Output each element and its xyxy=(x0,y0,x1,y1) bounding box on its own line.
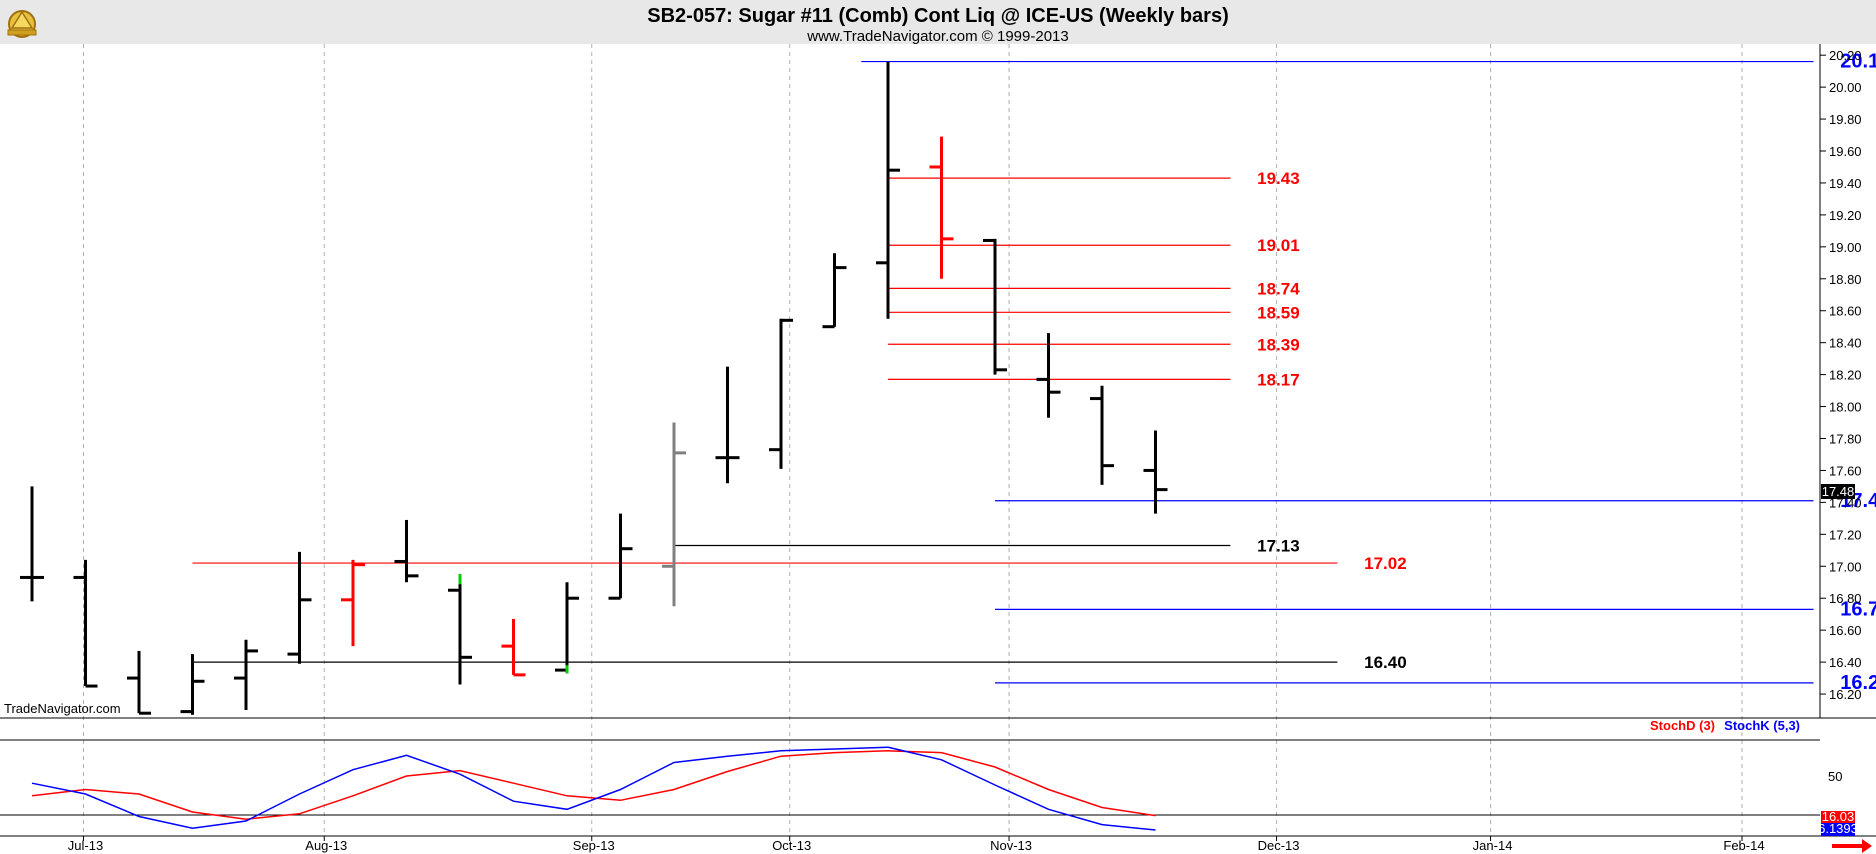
ohlc-bar-20 xyxy=(1090,385,1114,485)
last-price-box xyxy=(1821,484,1855,499)
ohlc-bar-12 xyxy=(662,422,686,607)
y-tick-label-19: 16.40 xyxy=(1829,655,1862,670)
ohlc-bar-3 xyxy=(180,654,205,715)
stoch-k-legend: StochK (5,3) xyxy=(1724,718,1800,733)
ohlc-bar-0 xyxy=(20,486,44,602)
level-label-12: 16.27 xyxy=(1840,672,1876,694)
ohlc-bar-15 xyxy=(822,253,847,329)
level-label-1: 19.43 xyxy=(1257,169,1300,188)
ohlc-bar-8 xyxy=(448,574,472,685)
level-label-2: 19.01 xyxy=(1257,236,1300,255)
ohlc-bar-9 xyxy=(501,618,526,677)
ohlc-bar-1 xyxy=(73,559,98,688)
x-tick-label-7: Feb-14 xyxy=(1723,838,1764,853)
stoch-d-legend: StochD (3) xyxy=(1650,718,1715,733)
chart-subtitle: www.TradeNavigator.com © 1999-2013 xyxy=(806,28,1068,45)
price-bars xyxy=(20,61,1168,715)
level-label-11: 16.40 xyxy=(1364,653,1407,672)
ohlc-bar-19 xyxy=(1036,333,1061,418)
stoch-d-last-label: 16.03 xyxy=(1822,809,1855,824)
y-tick-label-2: 19.80 xyxy=(1829,112,1862,127)
x-tick-label-6: Jan-14 xyxy=(1473,838,1513,853)
stoch-d-line xyxy=(31,750,1156,820)
trade-navigator-logo xyxy=(7,10,37,38)
stoch-k-last-label: 6.1393 xyxy=(1818,821,1858,836)
x-tick-label-2: Sep-13 xyxy=(573,838,615,853)
ohlc-bar-2 xyxy=(127,650,151,715)
watermark: TradeNavigator.com xyxy=(4,701,121,716)
x-tick-label-3: Oct-13 xyxy=(772,838,811,853)
y-tick-label-15: 17.20 xyxy=(1829,527,1862,542)
level-label-8: 17.13 xyxy=(1257,537,1300,556)
ohlc-bar-6 xyxy=(341,559,365,647)
time-axis: Jul-13 Aug-13 Sep-13 Oct-13 Nov-13 Dec-13 Jan-… xyxy=(68,836,1765,853)
y-tick-label-16: 17.00 xyxy=(1829,559,1862,574)
level-label-10: 16.73 xyxy=(1840,598,1876,620)
ohlc-bar-7 xyxy=(394,519,419,583)
y-tick-label-11: 18.00 xyxy=(1829,400,1862,415)
level-label-0: 20.16 xyxy=(1840,51,1876,73)
ohlc-bar-13 xyxy=(715,366,740,484)
y-tick-label-3: 19.60 xyxy=(1829,144,1862,159)
ohlc-bar-18 xyxy=(983,238,1007,375)
y-tick-label-4: 19.40 xyxy=(1829,176,1862,191)
level-label-4: 18.59 xyxy=(1257,303,1300,322)
y-tick-label-6: 19.00 xyxy=(1829,240,1862,255)
grid xyxy=(83,44,1743,836)
stoch-k-line xyxy=(31,746,1156,831)
y-tick-label-13: 17.60 xyxy=(1829,463,1862,478)
y-tick-label-8: 18.60 xyxy=(1829,304,1862,319)
y-tick-label-20: 16.20 xyxy=(1829,687,1862,702)
x-tick-label-5: Dec-13 xyxy=(1258,838,1300,853)
stoch-tick-50: 50 xyxy=(1828,769,1842,784)
level-label-5: 18.39 xyxy=(1257,335,1300,354)
ohlc-bar-5 xyxy=(287,551,312,664)
y-tick-label-10: 18.20 xyxy=(1829,368,1862,383)
stoch-d-last-box xyxy=(1821,811,1855,824)
y-tick-label-14: 17.40 xyxy=(1829,495,1862,510)
level-label-6: 18.17 xyxy=(1257,370,1300,389)
y-tick-label-18: 16.60 xyxy=(1829,623,1862,638)
price-levels: 20.1619.4319.0118.7418.5918.3918.1717.41… xyxy=(192,51,1876,694)
stoch-k-last-box xyxy=(1821,823,1855,836)
ohlc-bar-17 xyxy=(929,136,954,279)
y-tick-label-12: 17.80 xyxy=(1829,431,1862,446)
level-label-9: 17.02 xyxy=(1364,554,1407,573)
ohlc-bar-21 xyxy=(1143,430,1168,514)
x-tick-label-4: Nov-13 xyxy=(990,838,1032,853)
y-tick-label-9: 18.40 xyxy=(1829,336,1862,351)
ohlc-bar-16 xyxy=(876,61,900,319)
level-label-3: 18.74 xyxy=(1257,279,1300,298)
chart-title: SB2-057: Sugar #11 (Comb) Cont Liq @ ICE… xyxy=(647,5,1228,27)
y-tick-label-5: 19.20 xyxy=(1829,208,1862,223)
ohlc-bar-11 xyxy=(608,513,633,600)
last-price-label: 17.48 xyxy=(1822,484,1855,499)
y-tick-label-17: 16.80 xyxy=(1829,591,1862,606)
ohlc-bar-4 xyxy=(234,639,258,711)
y-tick-label-1: 20.00 xyxy=(1829,80,1862,95)
x-tick-label-1: Aug-13 xyxy=(305,838,347,853)
header-background xyxy=(0,0,1876,44)
ohlc-bar-10 xyxy=(555,582,579,674)
y-tick-label-7: 18.80 xyxy=(1829,272,1862,287)
scroll-right-arrow-icon[interactable] xyxy=(1832,839,1872,853)
price-axis: 20.20 20.00 19.80 19.60 19.40 19.20 19.00 18.80… xyxy=(1820,48,1862,702)
y-tick-label-0: 20.20 xyxy=(1829,48,1862,63)
ohlc-bar-14 xyxy=(769,318,793,469)
x-tick-label-0: Jul-13 xyxy=(68,838,103,853)
